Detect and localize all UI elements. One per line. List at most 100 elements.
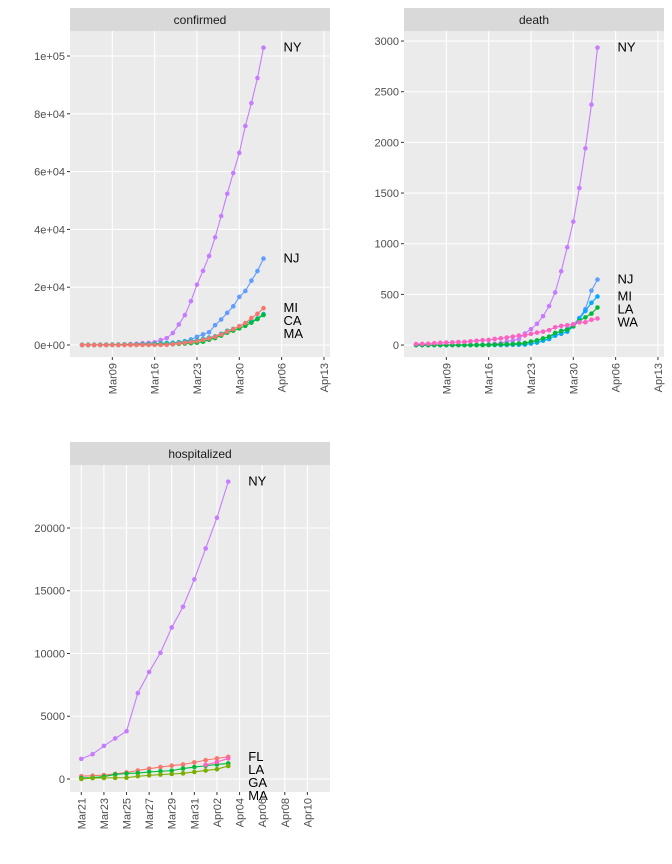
series-point: [564, 327, 570, 333]
series-point: [564, 322, 570, 328]
series-point: [79, 342, 85, 348]
panel-background: [404, 31, 664, 357]
y-tick-label: 1500: [375, 188, 399, 200]
series-point: [101, 743, 107, 749]
series-point: [230, 304, 236, 309]
series-point: [110, 342, 115, 348]
y-tick-label: 0e+00: [34, 340, 65, 352]
series-point: [164, 342, 170, 348]
x-tick-label: Mar25: [122, 798, 134, 829]
series-label: LA: [617, 302, 633, 317]
series-point: [180, 771, 186, 776]
y-tick-label: 1000: [375, 239, 399, 251]
series-point: [237, 323, 242, 329]
series-point: [164, 335, 170, 341]
series-point: [134, 342, 139, 348]
series-point: [224, 191, 230, 197]
x-tick-label: Mar31: [189, 798, 201, 829]
x-tick-label: Apr06: [257, 798, 269, 827]
series-point: [444, 340, 449, 345]
series-point: [188, 298, 194, 304]
series-point: [486, 337, 491, 343]
series-point: [146, 773, 152, 778]
series-label: MA: [283, 326, 303, 341]
series-label: NJ: [283, 251, 299, 266]
y-tick-label: 0: [59, 774, 65, 786]
y-tick-label: 2000: [375, 137, 399, 149]
series-point: [589, 300, 594, 306]
series-point: [203, 768, 208, 773]
series-point: [589, 288, 594, 293]
strip-title: hospitalized: [168, 447, 231, 461]
series-point: [437, 340, 443, 346]
x-tick-label: Apr08: [280, 798, 292, 827]
series-point: [169, 768, 175, 773]
series-point: [169, 771, 175, 777]
series-point: [230, 326, 236, 332]
series-point: [180, 604, 186, 610]
series-point: [192, 760, 197, 765]
series-point: [116, 342, 121, 348]
series-point: [79, 776, 84, 782]
series-point: [170, 341, 176, 347]
strip-title: confirmed: [174, 13, 227, 27]
series-point: [194, 334, 200, 340]
series-point: [595, 305, 600, 310]
series-point: [124, 771, 129, 776]
series-label: WA: [617, 315, 638, 330]
series-point: [124, 775, 129, 781]
strip-title: death: [519, 13, 549, 27]
series-point: [261, 305, 266, 311]
series-point: [516, 341, 522, 346]
series-point: [169, 763, 175, 768]
series-label: NY: [248, 474, 266, 489]
series-point: [522, 333, 528, 338]
series-point: [206, 253, 212, 259]
series-point: [552, 325, 558, 330]
series-point: [218, 332, 224, 337]
y-tick-label: 3000: [375, 36, 399, 48]
series-point: [522, 340, 528, 346]
y-tick-label: 8e+04: [34, 109, 65, 121]
y-tick-label: 5000: [41, 711, 65, 723]
series-point: [413, 341, 419, 347]
series-point: [158, 768, 163, 774]
y-tick-label: 20000: [34, 523, 65, 535]
series-point: [546, 327, 552, 333]
series-point: [595, 294, 600, 299]
series-point: [112, 772, 118, 777]
series-point: [192, 769, 197, 775]
series-point: [112, 736, 118, 741]
series-point: [583, 308, 588, 314]
series-label: NJ: [617, 272, 633, 287]
series-point: [486, 342, 491, 348]
series-point: [419, 341, 425, 347]
series-point: [158, 764, 163, 770]
series-point: [237, 150, 242, 156]
series-label: NY: [283, 40, 301, 55]
series-point: [97, 342, 103, 348]
series-point: [468, 342, 473, 348]
series-point: [261, 312, 266, 318]
series-point: [492, 336, 497, 342]
series-point: [212, 334, 218, 340]
series-point: [218, 317, 224, 322]
series-point: [468, 338, 473, 344]
series-point: [225, 479, 231, 484]
series-point: [180, 762, 186, 767]
series-point: [528, 339, 534, 344]
series-point: [203, 762, 208, 768]
series-point: [492, 342, 497, 347]
series-point: [206, 329, 212, 335]
series-point: [583, 146, 588, 151]
y-tick-label: 4e+04: [34, 224, 65, 236]
x-tick-label: Mar27: [144, 798, 156, 829]
series-point: [480, 337, 485, 343]
series-point: [135, 770, 141, 776]
series-point: [516, 336, 522, 342]
series-point: [534, 330, 540, 335]
x-tick-label: Mar16: [484, 363, 496, 394]
series-point: [225, 756, 231, 761]
series-point: [218, 213, 224, 219]
series-point: [540, 313, 546, 319]
